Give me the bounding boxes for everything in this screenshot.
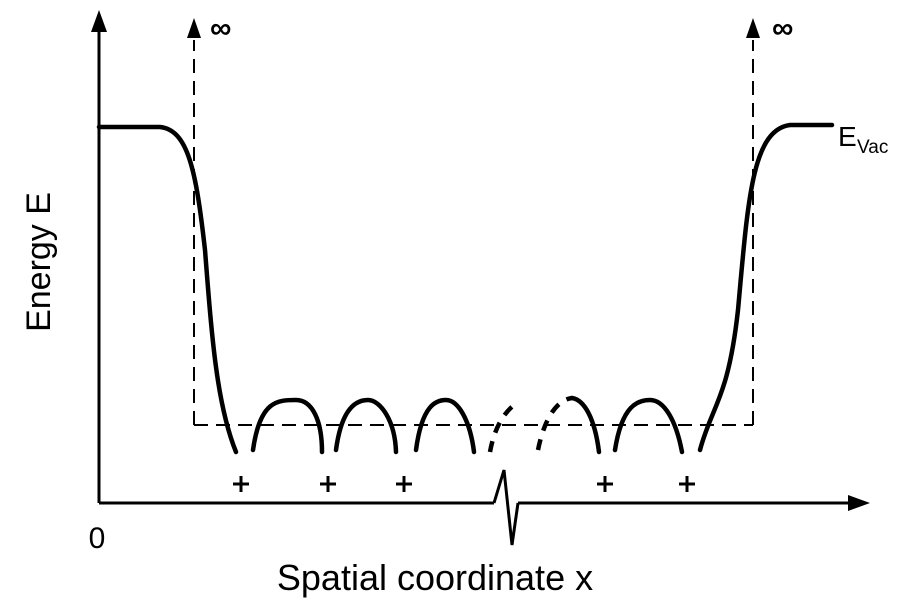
ion-plus-2 [320, 476, 336, 492]
right-barrier-wall [746, 18, 760, 425]
y-axis-label: Energy E [20, 192, 58, 332]
y-axis [91, 10, 107, 503]
right-infinity-label: ∞ [772, 12, 793, 45]
potential-curve [96, 122, 835, 455]
x-axis [99, 469, 870, 546]
vacuum-level-subscript: Vac [857, 137, 888, 158]
origin-label: 0 [89, 522, 106, 555]
ion-plus-5 [679, 476, 695, 492]
vacuum-level-label: E Vac [838, 121, 888, 158]
ion-plus-4 [597, 476, 613, 492]
ion-plus-1 [233, 476, 249, 492]
x-axis-label: Spatial coordinate x [277, 557, 593, 598]
left-infinity-label: ∞ [210, 12, 231, 45]
left-barrier-wall [187, 18, 201, 425]
ion-plus-3 [396, 476, 412, 492]
vacuum-level-symbol: E [838, 121, 857, 152]
